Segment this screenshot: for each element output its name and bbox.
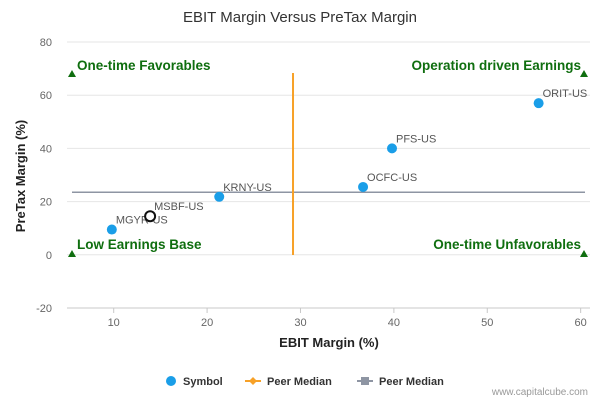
- quadrant-label-bottom-right: One-time Unfavorables: [433, 237, 581, 252]
- data-point[interactable]: [533, 98, 544, 109]
- data-point-label: MGYR-US: [116, 215, 168, 227]
- x-tick-label: 10: [108, 317, 120, 329]
- legend-peer-median-x-diamond: [249, 377, 257, 385]
- legend-symbol-label: Symbol: [183, 376, 223, 388]
- legend-item-peer-median-y[interactable]: Peer Median: [357, 376, 444, 388]
- x-axis-label: EBIT Margin (%): [279, 335, 379, 350]
- quadrant-marker-icon: [68, 70, 76, 77]
- data-point-label: ORIT-US: [543, 88, 588, 100]
- y-axis-label: PreTax Margin (%): [13, 120, 28, 232]
- data-point[interactable]: [358, 181, 369, 192]
- x-tick-label: 60: [575, 317, 587, 329]
- data-point[interactable]: [214, 191, 225, 202]
- quadrant-label-top-right: Operation driven Earnings: [411, 58, 581, 73]
- x-tick-label: 50: [481, 317, 493, 329]
- quadrant-marker-icon: [68, 250, 76, 257]
- quadrant-labels: One-time Favorables Operation driven Earn…: [68, 58, 588, 257]
- legend-peer-median-y-square: [361, 377, 369, 385]
- y-tick-label: 40: [40, 143, 52, 155]
- y-axis-ticks: -20 0 20 40 60 80: [36, 37, 52, 315]
- x-tick-label: 20: [201, 317, 213, 329]
- data-point-label: PFS-US: [396, 133, 436, 145]
- y-tick-label: -20: [36, 303, 52, 315]
- quadrant-label-top-left: One-time Favorables: [77, 58, 211, 73]
- data-point-label: OCFC-US: [367, 172, 417, 184]
- data-point[interactable]: [106, 224, 117, 235]
- legend-symbol-marker: [166, 376, 176, 386]
- legend: Symbol Peer Median Peer Median: [166, 376, 444, 388]
- y-tick-label: 60: [40, 90, 52, 102]
- y-tick-label: 80: [40, 37, 52, 49]
- data-points: MGYR-US MSBF-US KRNY-US OCFC-US PFS-US ORIT-U…: [106, 88, 588, 235]
- quadrant-marker-icon: [580, 70, 588, 77]
- quadrant-label-bottom-left: Low Earnings Base: [77, 237, 202, 252]
- data-point-label: KRNY-US: [223, 182, 271, 194]
- y-tick-label: 0: [46, 250, 52, 262]
- legend-item-peer-median-x[interactable]: Peer Median: [245, 376, 332, 388]
- legend-peer-median-x-label: Peer Median: [267, 376, 332, 388]
- data-point-label: MSBF-US: [154, 201, 204, 213]
- y-tick-label: 20: [40, 197, 52, 209]
- x-axis-ticks: 10 20 30 40 50 60: [108, 308, 587, 329]
- chart-title: EBIT Margin Versus PreTax Margin: [183, 9, 417, 26]
- x-tick-label: 30: [294, 317, 306, 329]
- quadrant-marker-icon: [580, 250, 588, 257]
- grid: [67, 41, 590, 309]
- legend-peer-median-y-label: Peer Median: [379, 376, 444, 388]
- watermark: www.capitalcube.com: [491, 387, 588, 398]
- x-tick-label: 40: [388, 317, 400, 329]
- data-point-highlight[interactable]: [144, 210, 157, 223]
- legend-item-symbol[interactable]: Symbol: [166, 376, 223, 388]
- data-point[interactable]: [387, 143, 398, 154]
